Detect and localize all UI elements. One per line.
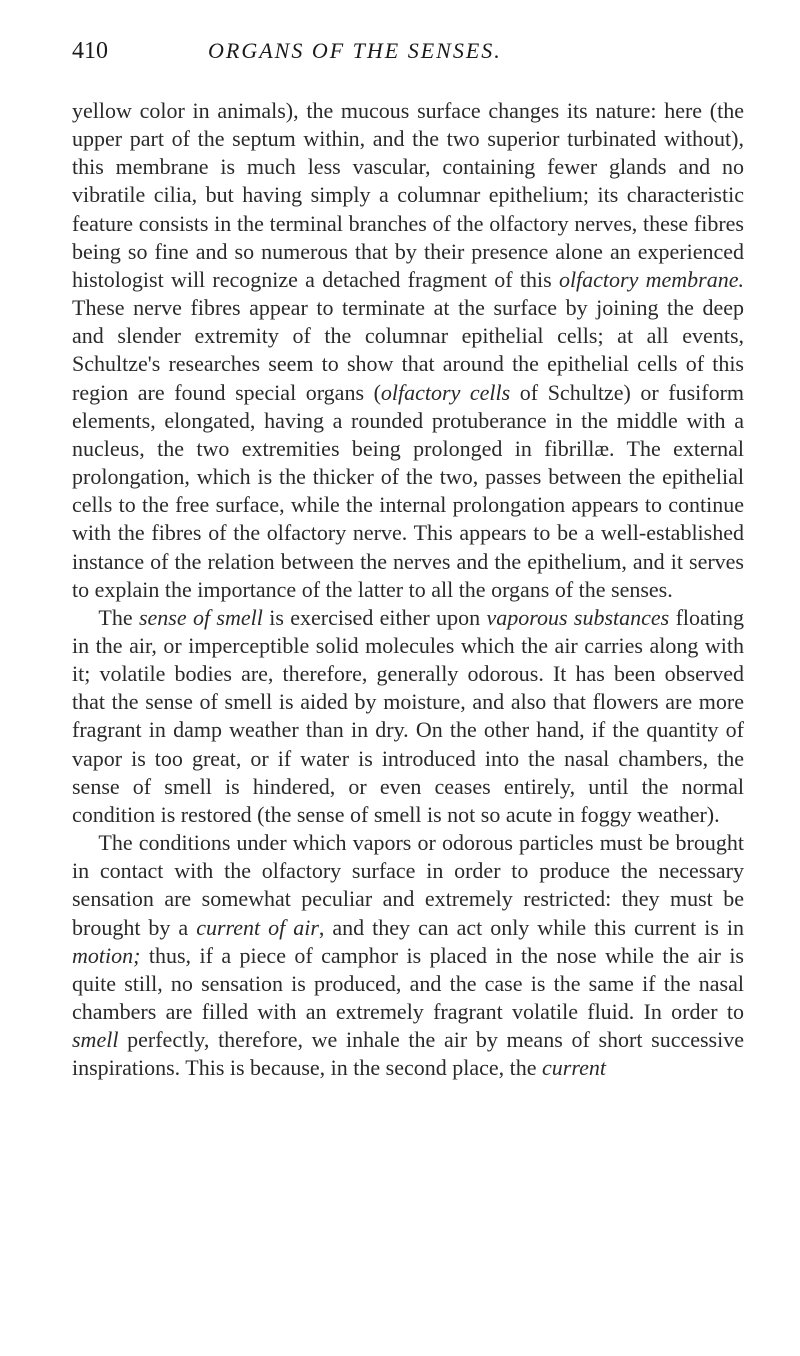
paragraph-3: The conditions under which vapors or odo…	[72, 829, 744, 1082]
page-container: 410 ORGANS OF THE SENSES. yellow color i…	[0, 0, 800, 1122]
paragraph-2: The sense of smell is exercised either u…	[72, 604, 744, 829]
page-header: 410 ORGANS OF THE SENSES.	[72, 38, 744, 65]
paragraph-1: yellow color in animals), the mucous sur…	[72, 97, 744, 604]
chapter-title: ORGANS OF THE SENSES.	[208, 38, 744, 64]
body-text: yellow color in animals), the mucous sur…	[72, 97, 744, 1082]
page-number: 410	[72, 38, 108, 65]
